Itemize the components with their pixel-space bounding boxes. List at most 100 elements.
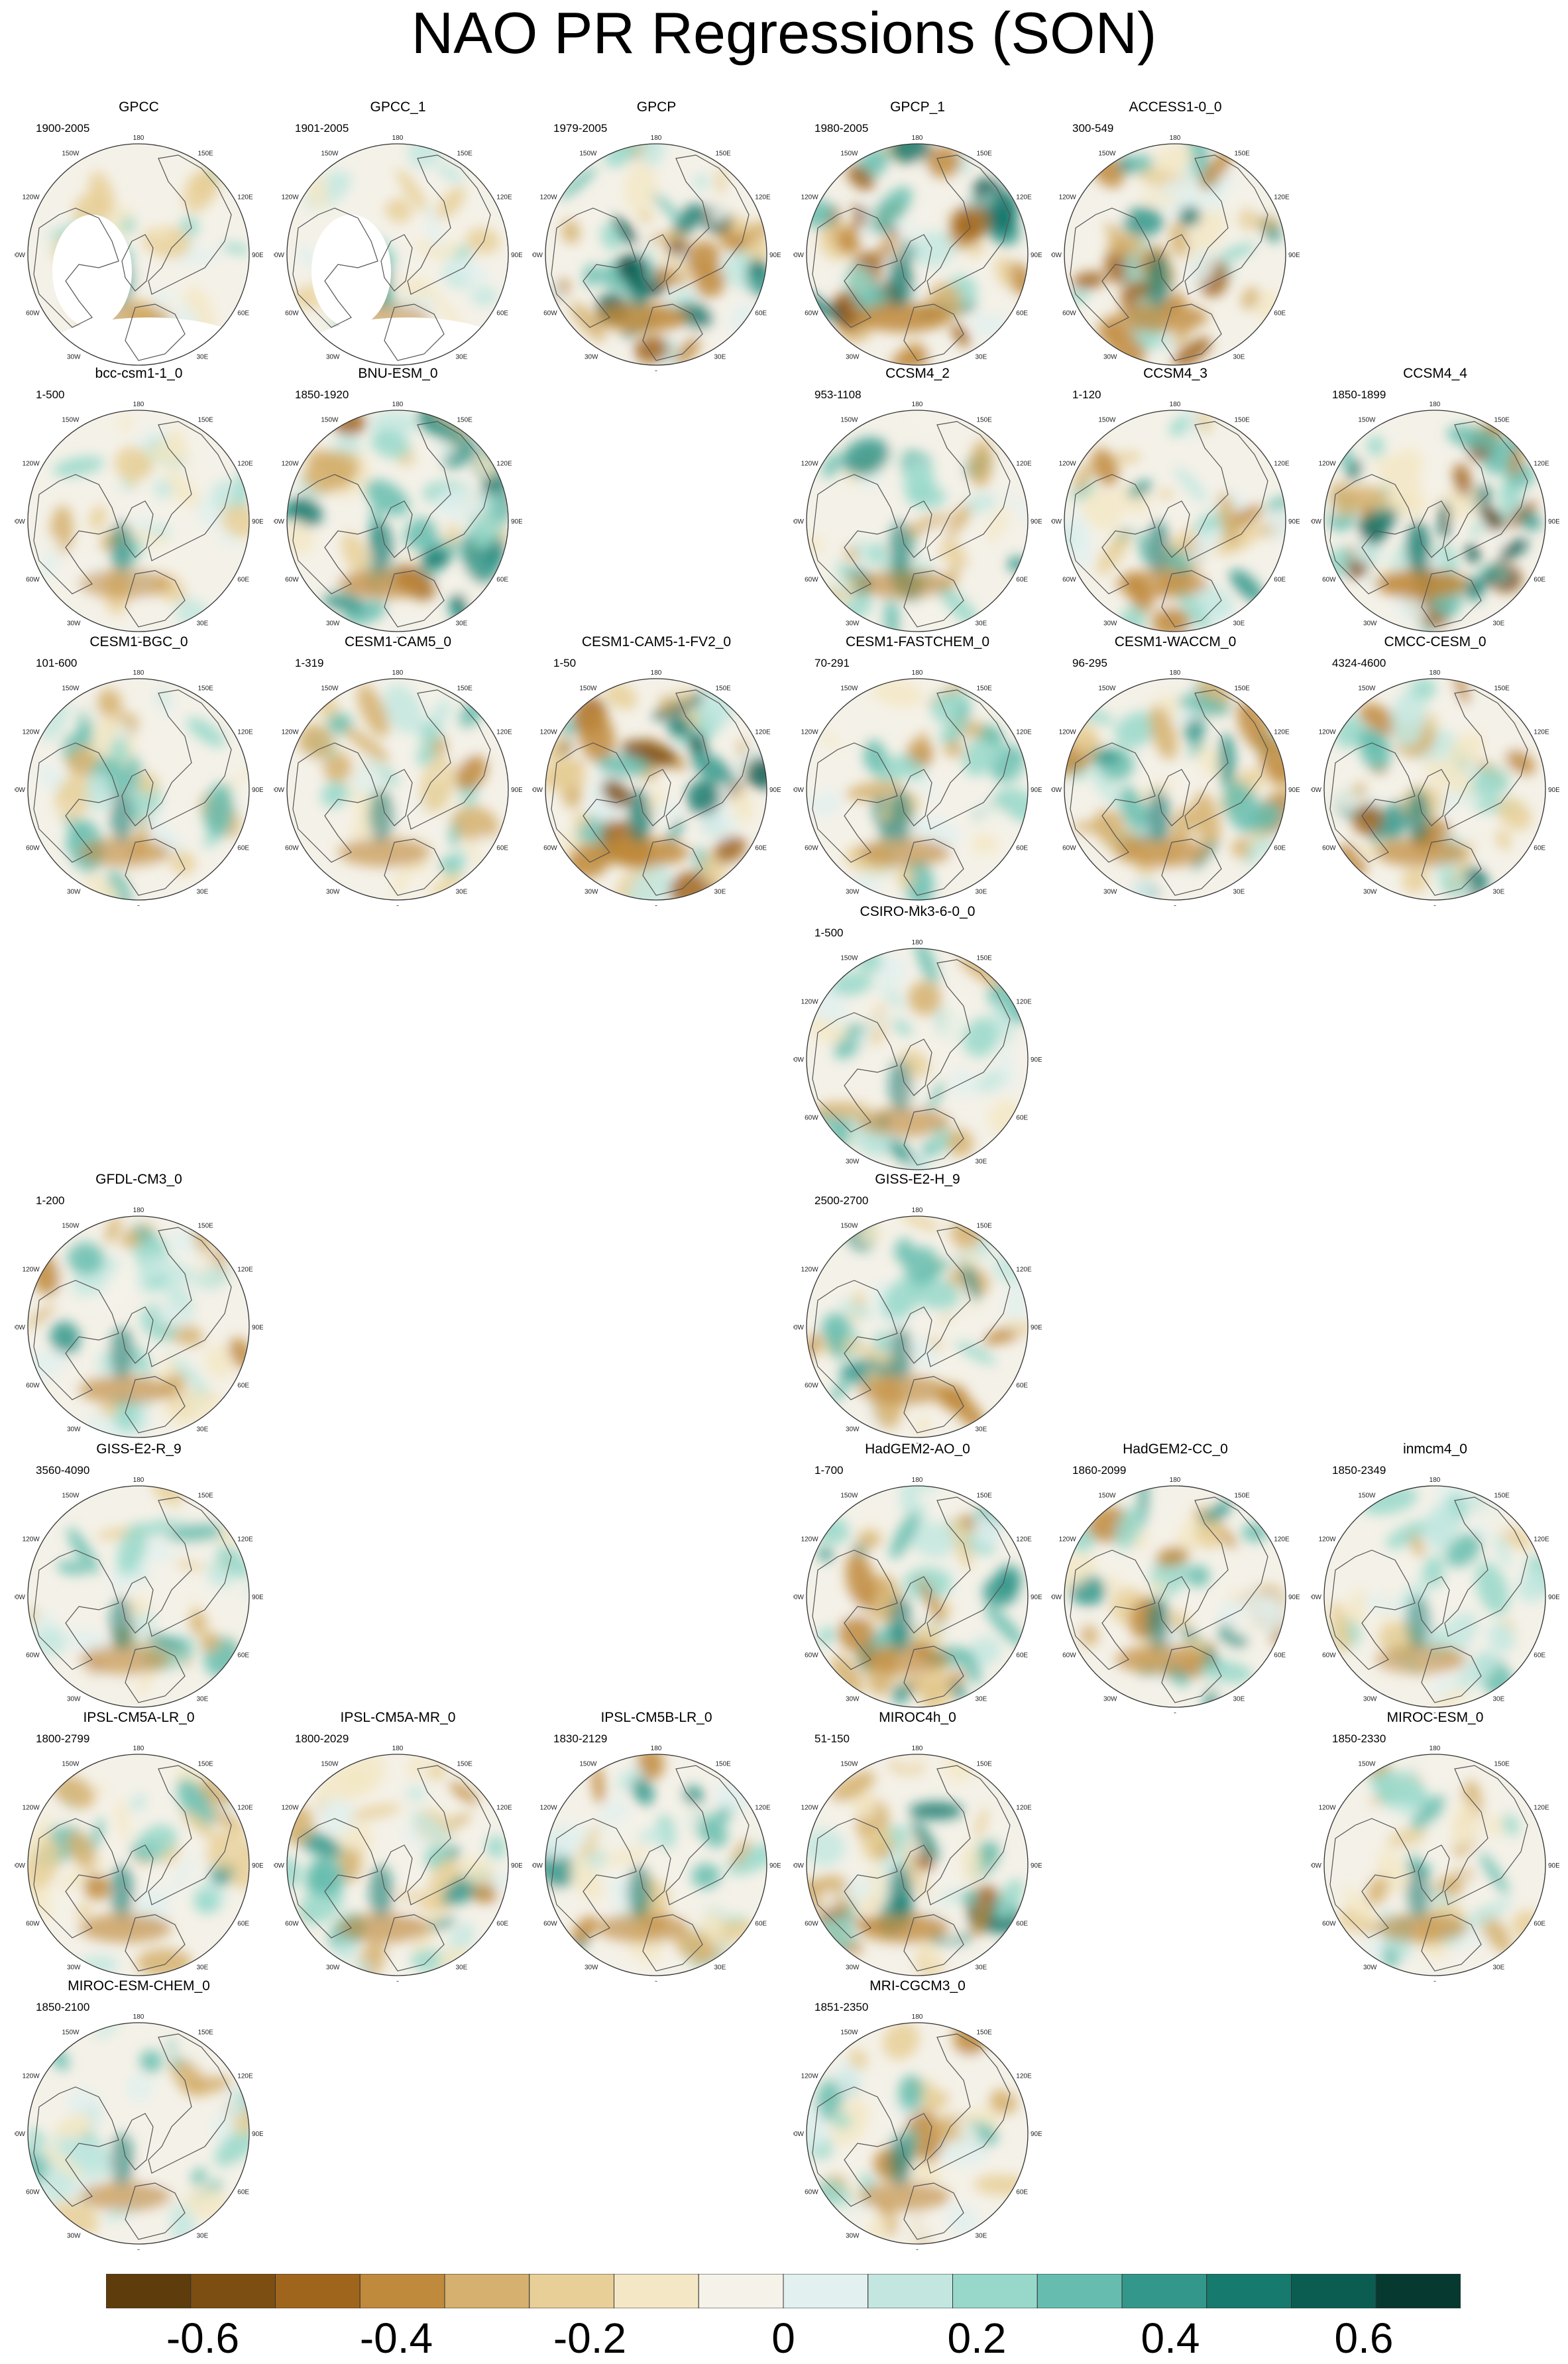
- graticule-label-tl1: 150W: [62, 685, 80, 693]
- map-panel: 180 0 90W 90E 150W 120W 150E 120E 60W 30W 60E 30E IP…: [532, 1710, 781, 1982]
- graticule-label-tl1: 150W: [840, 417, 858, 424]
- graticule-label-br2: 30E: [456, 353, 468, 361]
- graticule-label-tl1: 150W: [1098, 1492, 1116, 1500]
- graticule-label-bl2: 30W: [1363, 1964, 1377, 1971]
- graticule-label-tl1: 150W: [840, 1223, 858, 1230]
- graticule-label-tl1: 150W: [1358, 1492, 1376, 1500]
- graticule-label-br1: 60E: [1274, 1652, 1286, 1660]
- graticule-label-tr1: 150E: [1235, 417, 1251, 424]
- graticule-label-bottom: 0: [137, 905, 140, 906]
- panel-years: 1-200: [36, 1194, 65, 1207]
- graticule-label-br2: 30E: [197, 1695, 209, 1703]
- polar-map: 180 0 90W 90E 150W 120W 150E 120E 60W 30W 60E 30E: [274, 669, 522, 906]
- graticule-label-br1: 60E: [1016, 310, 1028, 317]
- panel-title: CSIRO-Mk3-6-0_0: [860, 904, 976, 919]
- graticule-label-right: 90E: [252, 1594, 263, 1601]
- polar-map: 180 0 90W 90E 150W 120W 150E 120E 60W 30W 60E 30E: [1051, 669, 1300, 906]
- graticule-label-tr2: 120E: [1534, 1805, 1549, 1812]
- graticule-label-top: 180: [1429, 669, 1441, 677]
- graticule-label-top: 180: [651, 135, 662, 142]
- graticule-label-left: 90W: [15, 1324, 26, 1331]
- graticule-label-br2: 30E: [1233, 353, 1245, 361]
- graticule-label-tl2: 120W: [801, 461, 819, 468]
- polar-map: 180 0 90W 90E 150W 120W 150E 120E 60W 30W 60E 30E: [1311, 1745, 1559, 1982]
- panel-years: 1850-2330: [1332, 1732, 1386, 1745]
- graticule-label-bl1: 60W: [26, 310, 40, 317]
- graticule-label-bottom: 0: [1173, 905, 1177, 906]
- graticule-label-bl1: 60W: [26, 2189, 40, 2196]
- graticule-label-tr1: 150E: [457, 1761, 473, 1768]
- graticule-label-bl2: 30W: [67, 620, 81, 627]
- map-panel: 180 0 90W 90E 150W 120W 150E 120E 60W 30W 60E 30E Ha…: [1051, 1441, 1300, 1713]
- graticule-label-br2: 30E: [976, 1695, 987, 1703]
- graticule-label-right: 90E: [252, 787, 263, 794]
- graticule-label-bl1: 60W: [1062, 1652, 1076, 1660]
- graticule-label-left: 90W: [1051, 518, 1062, 526]
- graticule-label-tr1: 150E: [716, 685, 732, 693]
- graticule-label-left: 90W: [1051, 1594, 1062, 1601]
- graticule-label-bottom: 0: [137, 1442, 140, 1443]
- polar-map: 180 0 90W 90E 150W 120W 150E 120E 60W 30W 60E 30E: [15, 669, 263, 906]
- panel-years: 1851-2350: [814, 2001, 869, 2013]
- map-panel: 180 0 90W 90E 150W 120W 150E 120E 60W 30W 60E 30E GP…: [793, 99, 1042, 371]
- graticule-label-tl1: 150W: [1358, 685, 1376, 693]
- polar-map: 180 0 90W 90E 150W 120W 150E 120E 60W 30W 60E 30E: [793, 2013, 1042, 2250]
- colorbar-bin: [868, 2273, 953, 2309]
- graticule-label-left: 90W: [15, 2131, 26, 2138]
- panel-years: 2500-2700: [814, 1194, 869, 1207]
- graticule-label-top: 180: [1170, 1477, 1181, 1484]
- graticule-label-br2: 30E: [1493, 620, 1505, 627]
- graticule-label-br2: 30E: [714, 353, 726, 361]
- graticule-label-tl1: 150W: [840, 955, 858, 962]
- map-panel: 180 0 90W 90E 150W 120W 150E 120E 60W 30W 60E 30E CC…: [1051, 366, 1300, 638]
- polar-map: 180 0 90W 90E 150W 120W 150E 120E 60W 30W 60E 30E: [1311, 1477, 1559, 1713]
- graticule-label-tr2: 120E: [1016, 461, 1032, 468]
- panel-title: MIROC-ESM-CHEM_0: [68, 1978, 210, 1994]
- colorbar-tick-label: 0.4: [1141, 2314, 1200, 2362]
- graticule-label-tr2: 120E: [1534, 729, 1549, 736]
- graticule-label-tr1: 150E: [716, 150, 732, 158]
- graticule-label-left: 90W: [1311, 1594, 1322, 1601]
- graticule-label-br2: 30E: [1233, 888, 1245, 895]
- graticule-label-tl2: 120W: [23, 2073, 40, 2080]
- graticule-label-tl2: 120W: [23, 1805, 40, 1812]
- graticule-label-tl1: 150W: [62, 2029, 80, 2037]
- graticule-label-bottom: 0: [915, 1442, 919, 1443]
- panel-title: IPSL-CM5A-LR_0: [83, 1710, 195, 1725]
- graticule-label-top: 180: [392, 669, 404, 677]
- map-panel: 180 0 90W 90E 150W 120W 150E 120E 60W 30W 60E 30E CE…: [793, 634, 1042, 906]
- polar-map: 180 0 90W 90E 150W 120W 150E 120E 60W 30W 60E 30E: [793, 401, 1042, 638]
- polar-map: 180 0 90W 90E 150W 120W 150E 120E 60W 30W 60E 30E: [274, 1745, 522, 1982]
- graticule-label-left: 90W: [15, 1862, 26, 1870]
- graticule-label-left: 90W: [793, 518, 805, 526]
- graticule-label-top: 180: [1170, 401, 1181, 408]
- graticule-label-right: 90E: [1031, 787, 1042, 794]
- panel-title: CMCC-CESM_0: [1384, 634, 1486, 649]
- colorbar-bin: [1206, 2273, 1292, 2309]
- graticule-label-tr2: 120E: [237, 729, 253, 736]
- polar-map: 180 0 90W 90E 150W 120W 150E 120E 60W 30W 60E 30E: [15, 1477, 263, 1713]
- graticule-label-tl1: 150W: [321, 417, 339, 424]
- map-panel: 180 0 90W 90E 150W 120W 150E 120E 60W 30W 60E 30E MR…: [793, 1978, 1042, 2250]
- map-panel: 180 0 90W 90E 150W 120W 150E 120E 60W 30W 60E 30E IP…: [15, 1710, 263, 1982]
- polar-map: 180 0 90W 90E 150W 120W 150E 120E 60W 30W 60E 30E: [15, 1207, 263, 1443]
- graticule-label-bl1: 60W: [1322, 1921, 1336, 1928]
- graticule-label-tl1: 150W: [1098, 150, 1116, 158]
- map-panel: 180 0 90W 90E 150W 120W 150E 120E 60W 30W 60E 30E in…: [1311, 1441, 1559, 1713]
- graticule-label-tr1: 150E: [1235, 685, 1251, 693]
- graticule-label-br2: 30E: [1493, 888, 1505, 895]
- graticule-label-left: 90W: [274, 518, 285, 526]
- graticule-label-bl1: 60W: [805, 310, 818, 317]
- graticule-label-bottom: 0: [915, 1174, 919, 1176]
- graticule-label-br2: 30E: [456, 1964, 468, 1971]
- graticule-label-tr2: 120E: [1274, 461, 1290, 468]
- graticule-label-bottom: 0: [1433, 905, 1437, 906]
- map-panel: 180 0 90W 90E 150W 120W 150E 120E 60W 30W 60E 30E CM…: [1311, 634, 1559, 906]
- graticule-label-bottom: 0: [915, 1712, 919, 1713]
- graticule-label-tl1: 150W: [62, 1223, 80, 1230]
- graticule-label-tr1: 150E: [198, 685, 214, 693]
- graticule-label-left: 90W: [793, 252, 805, 259]
- graticule-label-top: 180: [912, 1477, 923, 1484]
- graticule-label-br1: 60E: [496, 310, 508, 317]
- graticule-label-tr1: 150E: [1494, 417, 1510, 424]
